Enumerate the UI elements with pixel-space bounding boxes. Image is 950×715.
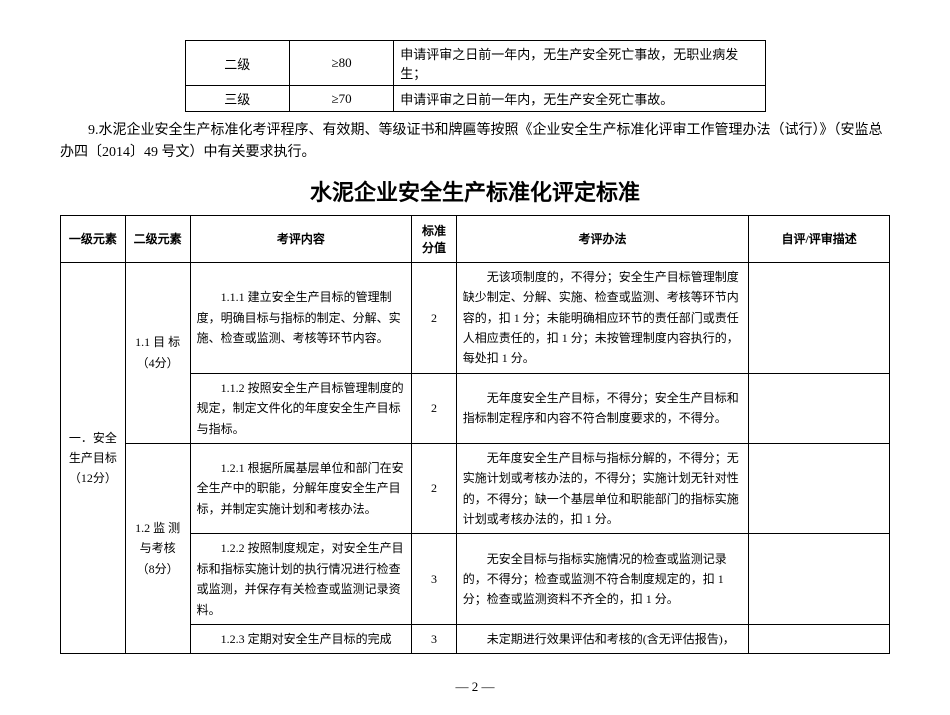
review-cell: [749, 373, 890, 443]
grade-level: 三级: [185, 86, 289, 112]
table-row: 二级 ≥80 申请评审之日前一年内，无生产安全死亡事故，无职业病发生；: [185, 41, 765, 86]
score-cell: 2: [412, 262, 457, 373]
review-cell: [749, 443, 890, 534]
table-row: 一．安全生产目标（12分） 1.1 目 标（4分） 1.1.1 建立安全生产目标…: [61, 262, 890, 373]
paragraph-9: 9.水泥企业安全生产标准化考评程序、有效期、等级证书和牌匾等按照《企业安全生产标…: [60, 120, 890, 165]
header-review: 自评/评审描述: [749, 215, 890, 262]
table-header-row: 一级元素 二级元素 考评内容 标准分值 考评办法 自评/评审描述: [61, 215, 890, 262]
review-cell: [749, 262, 890, 373]
content-cell: 1.2.1 根据所属基层单位和部门在安全生产中的职能，分解年度安全生产目标，并制…: [190, 443, 412, 534]
header-method: 考评办法: [456, 215, 749, 262]
method-cell: 无年度安全生产目标与指标分解的，不得分；无实施计划或考核办法的，不得分；实施计划…: [456, 443, 749, 534]
method-cell: 未定期进行效果评估和考核的(含无评估报告)，: [456, 625, 749, 654]
grade-level: 二级: [185, 41, 289, 86]
score-cell: 3: [412, 534, 457, 625]
content-cell: 1.2.3 定期对安全生产目标的完成: [190, 625, 412, 654]
header-score: 标准分值: [412, 215, 457, 262]
method-cell: 无安全目标与指标实施情况的检查或监测记录的，不得分；检查或监测不符合制度规定的，…: [456, 534, 749, 625]
score-cell: 2: [412, 443, 457, 534]
header-content: 考评内容: [190, 215, 412, 262]
table-row: 1.2 监 测与考核（8分） 1.2.1 根据所属基层单位和部门在安全生产中的职…: [61, 443, 890, 534]
score-cell: 2: [412, 373, 457, 443]
table-row: 三级 ≥70 申请评审之日前一年内，无生产安全死亡事故。: [185, 86, 765, 112]
evaluation-table: 一级元素 二级元素 考评内容 标准分值 考评办法 自评/评审描述 一．安全生产目…: [60, 215, 890, 655]
score-cell: 3: [412, 625, 457, 654]
grade-score: ≥80: [289, 41, 393, 86]
document-title: 水泥企业安全生产标准化评定标准: [60, 175, 890, 207]
level2-cell: 1.2 监 测与考核（8分）: [125, 443, 190, 654]
content-cell: 1.1.2 按照安全生产目标管理制度的规定，制定文件化的年度安全生产目标与指标。: [190, 373, 412, 443]
grade-table: 二级 ≥80 申请评审之日前一年内，无生产安全死亡事故，无职业病发生； 三级 ≥…: [185, 40, 766, 112]
method-cell: 无该项制度的，不得分；安全生产目标管理制度缺少制定、分解、实施、检查或监测、考核…: [456, 262, 749, 373]
grade-desc: 申请评审之日前一年内，无生产安全死亡事故。: [394, 86, 765, 112]
header-level1: 一级元素: [61, 215, 126, 262]
grade-desc: 申请评审之日前一年内，无生产安全死亡事故，无职业病发生；: [394, 41, 765, 86]
header-level2: 二级元素: [125, 215, 190, 262]
content-cell: 1.2.2 按照制度规定，对安全生产目标和指标实施计划的执行情况进行检查或监测，…: [190, 534, 412, 625]
level2-cell: 1.1 目 标（4分）: [125, 262, 190, 443]
page-number: — 2 —: [60, 679, 890, 695]
review-cell: [749, 625, 890, 654]
review-cell: [749, 534, 890, 625]
grade-score: ≥70: [289, 86, 393, 112]
level1-cell: 一．安全生产目标（12分）: [61, 262, 126, 654]
method-cell: 无年度安全生产目标，不得分；安全生产目标和指标制定程序和内容不符合制度要求的，不…: [456, 373, 749, 443]
content-cell: 1.1.1 建立安全生产目标的管理制度，明确目标与指标的制定、分解、实施、检查或…: [190, 262, 412, 373]
